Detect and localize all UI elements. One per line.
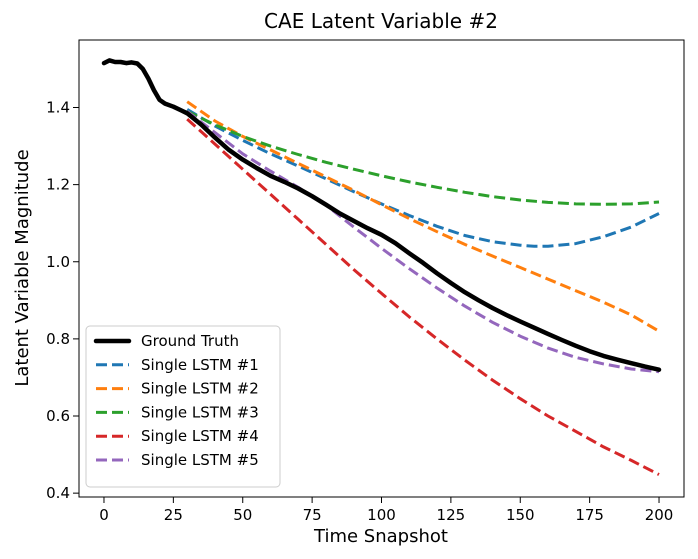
y-axis-label: Latent Variable Magnitude: [12, 149, 33, 386]
y-tick-label: 1.2: [46, 176, 70, 194]
series-line-single-lstm-1: [186, 108, 660, 248]
y-tick-label: 0.6: [46, 407, 70, 425]
y-tick-label: 1.4: [46, 98, 70, 116]
x-tick-label: 100: [367, 506, 396, 524]
y-axis: 0.4 0.6 0.8 1.0 1.2 1.4: [46, 98, 79, 502]
legend-box: [85, 325, 281, 488]
x-tick-label: 0: [99, 506, 109, 524]
x-tick-label: 200: [645, 506, 674, 524]
x-tick-label: 25: [164, 506, 183, 524]
x-tick-label: 175: [575, 506, 604, 524]
x-tick-label: 150: [506, 506, 535, 524]
series-line-ground-truth: [101, 58, 662, 372]
x-axis-label: Time Snapshot: [313, 526, 448, 547]
y-tick-label: 1.0: [46, 253, 70, 271]
series-line-single-lstm-4: [186, 117, 660, 476]
legend-label-single-lstm-4: Single LSTM #4: [141, 427, 259, 445]
chart-title: CAE Latent Variable #2: [264, 9, 498, 33]
legend-label-single-lstm-2: Single LSTM #2: [141, 380, 259, 398]
legend-label-single-lstm-3: Single LSTM #3: [141, 403, 259, 421]
legend-label-ground-truth: Ground Truth: [141, 332, 239, 350]
legend-label-single-lstm-5: Single LSTM #5: [141, 451, 259, 469]
series-line-single-lstm-3: [186, 109, 660, 206]
x-axis: 0 25 50 75 100 125 150 175 200: [99, 497, 673, 524]
x-tick-label: 75: [303, 506, 322, 524]
series-line-single-lstm-2: [186, 100, 660, 333]
series-layer: [101, 58, 662, 476]
x-tick-label: 125: [437, 506, 466, 524]
x-tick-label: 50: [233, 506, 252, 524]
y-tick-label: 0.4: [46, 484, 70, 502]
legend-label-single-lstm-1: Single LSTM #1: [141, 356, 259, 374]
series-line-single-lstm-5: [186, 110, 660, 374]
legend: Ground Truth Single LSTM #1 Single LSTM #2…: [85, 325, 281, 488]
y-tick-label: 0.8: [46, 330, 70, 348]
